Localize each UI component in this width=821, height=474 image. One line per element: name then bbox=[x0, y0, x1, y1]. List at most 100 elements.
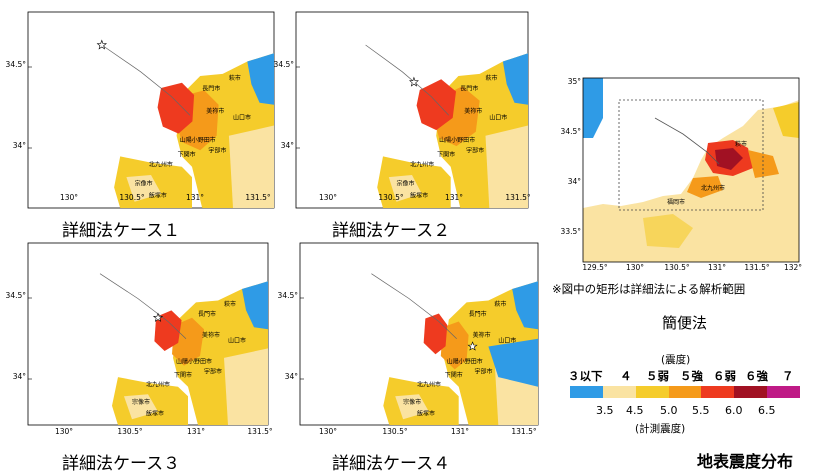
map-graphic bbox=[27, 242, 269, 426]
legend-title-intensity: (震度) bbox=[661, 354, 691, 366]
lon-tick-label: 131.5° bbox=[505, 193, 530, 202]
main-title: 地表震度分布 bbox=[697, 452, 794, 471]
lat-tick-label: 34.5° bbox=[6, 60, 27, 69]
city-label: 北九州市 bbox=[149, 161, 173, 169]
caption-case1: 詳細法ケース１ bbox=[62, 221, 181, 241]
land-intensity bbox=[228, 125, 274, 208]
land-intensity bbox=[485, 125, 528, 208]
city-label: 北九州市 bbox=[146, 381, 170, 389]
land-intensity bbox=[126, 175, 162, 202]
lon-tick-label: 130° bbox=[319, 193, 337, 202]
legend-swatch bbox=[570, 386, 604, 398]
map-panel-simple: 35° 34.5° 34° 33.5° 129.5° 130° 130.5° 1… bbox=[561, 77, 803, 272]
intensity-map-simple: 35° 34.5° 34° 33.5° 129.5° 130° 130.5° 1… bbox=[561, 77, 803, 272]
lon-tick-label: 131° bbox=[186, 193, 204, 202]
island-blue bbox=[583, 78, 603, 138]
epicenter-star-icon bbox=[96, 39, 107, 50]
land-low-intensity bbox=[488, 338, 538, 387]
lon-tick-label: 131° bbox=[445, 193, 463, 202]
land-intensity bbox=[643, 214, 693, 248]
land-intensity bbox=[715, 148, 743, 170]
land-low-intensity bbox=[247, 53, 274, 105]
map-panel-case4: 34.5° 34° 130° 130.5° 131° 131.5° 萩市 長門市美… bbox=[278, 242, 539, 436]
city-label: 飯塚市 bbox=[417, 409, 435, 417]
caption-case3: 詳細法ケース３ bbox=[62, 454, 181, 474]
land-intensity bbox=[440, 321, 469, 370]
city-label-fukuoka: 福岡市 bbox=[667, 198, 685, 206]
land-intensity bbox=[395, 394, 429, 420]
land-intensity bbox=[154, 310, 182, 352]
city-label: 山口市 bbox=[498, 337, 516, 345]
city-label: 萩市 bbox=[494, 300, 506, 308]
lat-tick-label: 34.5° bbox=[278, 291, 299, 300]
fault-line bbox=[101, 44, 191, 116]
legend-level-label: ７ bbox=[782, 369, 794, 383]
map-panel-case1: 34.5° 34° 130° 130.5° 131° 131.5° 萩市 長門市美… bbox=[6, 11, 275, 209]
lon-tick-label: 130.5° bbox=[117, 427, 142, 436]
city-label: 宇部市 bbox=[475, 367, 493, 375]
lon-tick-label: 130.5° bbox=[664, 263, 689, 272]
land-low-intensity bbox=[512, 281, 538, 330]
city-label: 宇部市 bbox=[204, 367, 222, 375]
legend-number: 6.0 bbox=[725, 404, 743, 417]
fault-line bbox=[654, 117, 720, 165]
land-intensity bbox=[388, 175, 422, 202]
city-label: 長門市 bbox=[198, 310, 216, 318]
city-label: 山陽小野田市 bbox=[439, 136, 475, 144]
map-graphic bbox=[295, 11, 529, 209]
city-label: 北九州市 bbox=[417, 381, 441, 389]
city-label: 北九州市 bbox=[410, 161, 434, 169]
analysis-range-rect bbox=[618, 99, 764, 211]
legend-swatch bbox=[635, 386, 670, 398]
map-graphic bbox=[299, 242, 539, 426]
map-frame bbox=[582, 77, 800, 263]
land-low-intensity bbox=[242, 281, 268, 330]
map-panel-case3: 34.5° 34° 130° 130.5° 131° 131.5° 萩市 長門市美… bbox=[6, 242, 273, 436]
city-label: 宇部市 bbox=[466, 146, 484, 154]
map-graphic bbox=[27, 11, 275, 209]
lon-tick-label: 130.5° bbox=[119, 193, 144, 202]
legend-swatch bbox=[701, 386, 735, 398]
lat-tick-label: 34° bbox=[13, 372, 27, 381]
city-label-hagi: 萩市 bbox=[735, 140, 747, 148]
lat-tick-label: 35° bbox=[568, 77, 582, 86]
legend-number: 5.0 bbox=[660, 404, 678, 417]
city-label: 長門市 bbox=[202, 84, 220, 92]
legend-number: 5.5 bbox=[692, 404, 710, 417]
legend-swatch bbox=[734, 386, 768, 398]
city-label: 山口市 bbox=[489, 113, 507, 121]
legend-number: 3.5 bbox=[596, 404, 614, 417]
legend-swatch bbox=[668, 386, 702, 398]
city-label: 下関市 bbox=[445, 371, 463, 379]
city-label: 宇部市 bbox=[208, 146, 226, 154]
legend-level-label: ４ bbox=[620, 369, 632, 383]
legend-number: 6.5 bbox=[758, 404, 776, 417]
city-label: 萩市 bbox=[229, 74, 241, 82]
lat-tick-label: 34.5° bbox=[6, 291, 27, 300]
city-label: 宗像市 bbox=[132, 398, 150, 406]
lat-tick-label: 34° bbox=[13, 141, 27, 150]
lon-tick-label: 129.5° bbox=[582, 263, 607, 272]
intensity-map-case1: 34.5° 34° 130° 130.5° 131° 131.5° 萩市長門市美… bbox=[6, 11, 275, 209]
city-label: 美祢市 bbox=[464, 107, 482, 115]
city-label: 下関市 bbox=[174, 371, 192, 379]
lon-tick-label: 130° bbox=[55, 427, 73, 436]
sea-area bbox=[583, 78, 799, 208]
lon-tick-label: 130.5° bbox=[378, 193, 403, 202]
city-label: 萩市 bbox=[224, 300, 236, 308]
city-label: 飯塚市 bbox=[410, 192, 428, 200]
city-label: 美祢市 bbox=[206, 107, 224, 115]
city-label: 下関市 bbox=[178, 150, 196, 158]
lat-tick-label: 34° bbox=[568, 177, 582, 186]
lat-tick-label: 33.5° bbox=[561, 227, 582, 236]
land-intensity bbox=[773, 102, 799, 138]
lon-tick-label: 131.5° bbox=[511, 427, 536, 436]
legend-swatch bbox=[602, 386, 637, 398]
lat-tick-label: 34° bbox=[281, 141, 295, 150]
land-low-intensity bbox=[502, 53, 528, 105]
caption-simple-method: 簡便法 bbox=[662, 314, 708, 332]
fault-line bbox=[371, 273, 457, 340]
city-label: 下関市 bbox=[437, 150, 455, 158]
